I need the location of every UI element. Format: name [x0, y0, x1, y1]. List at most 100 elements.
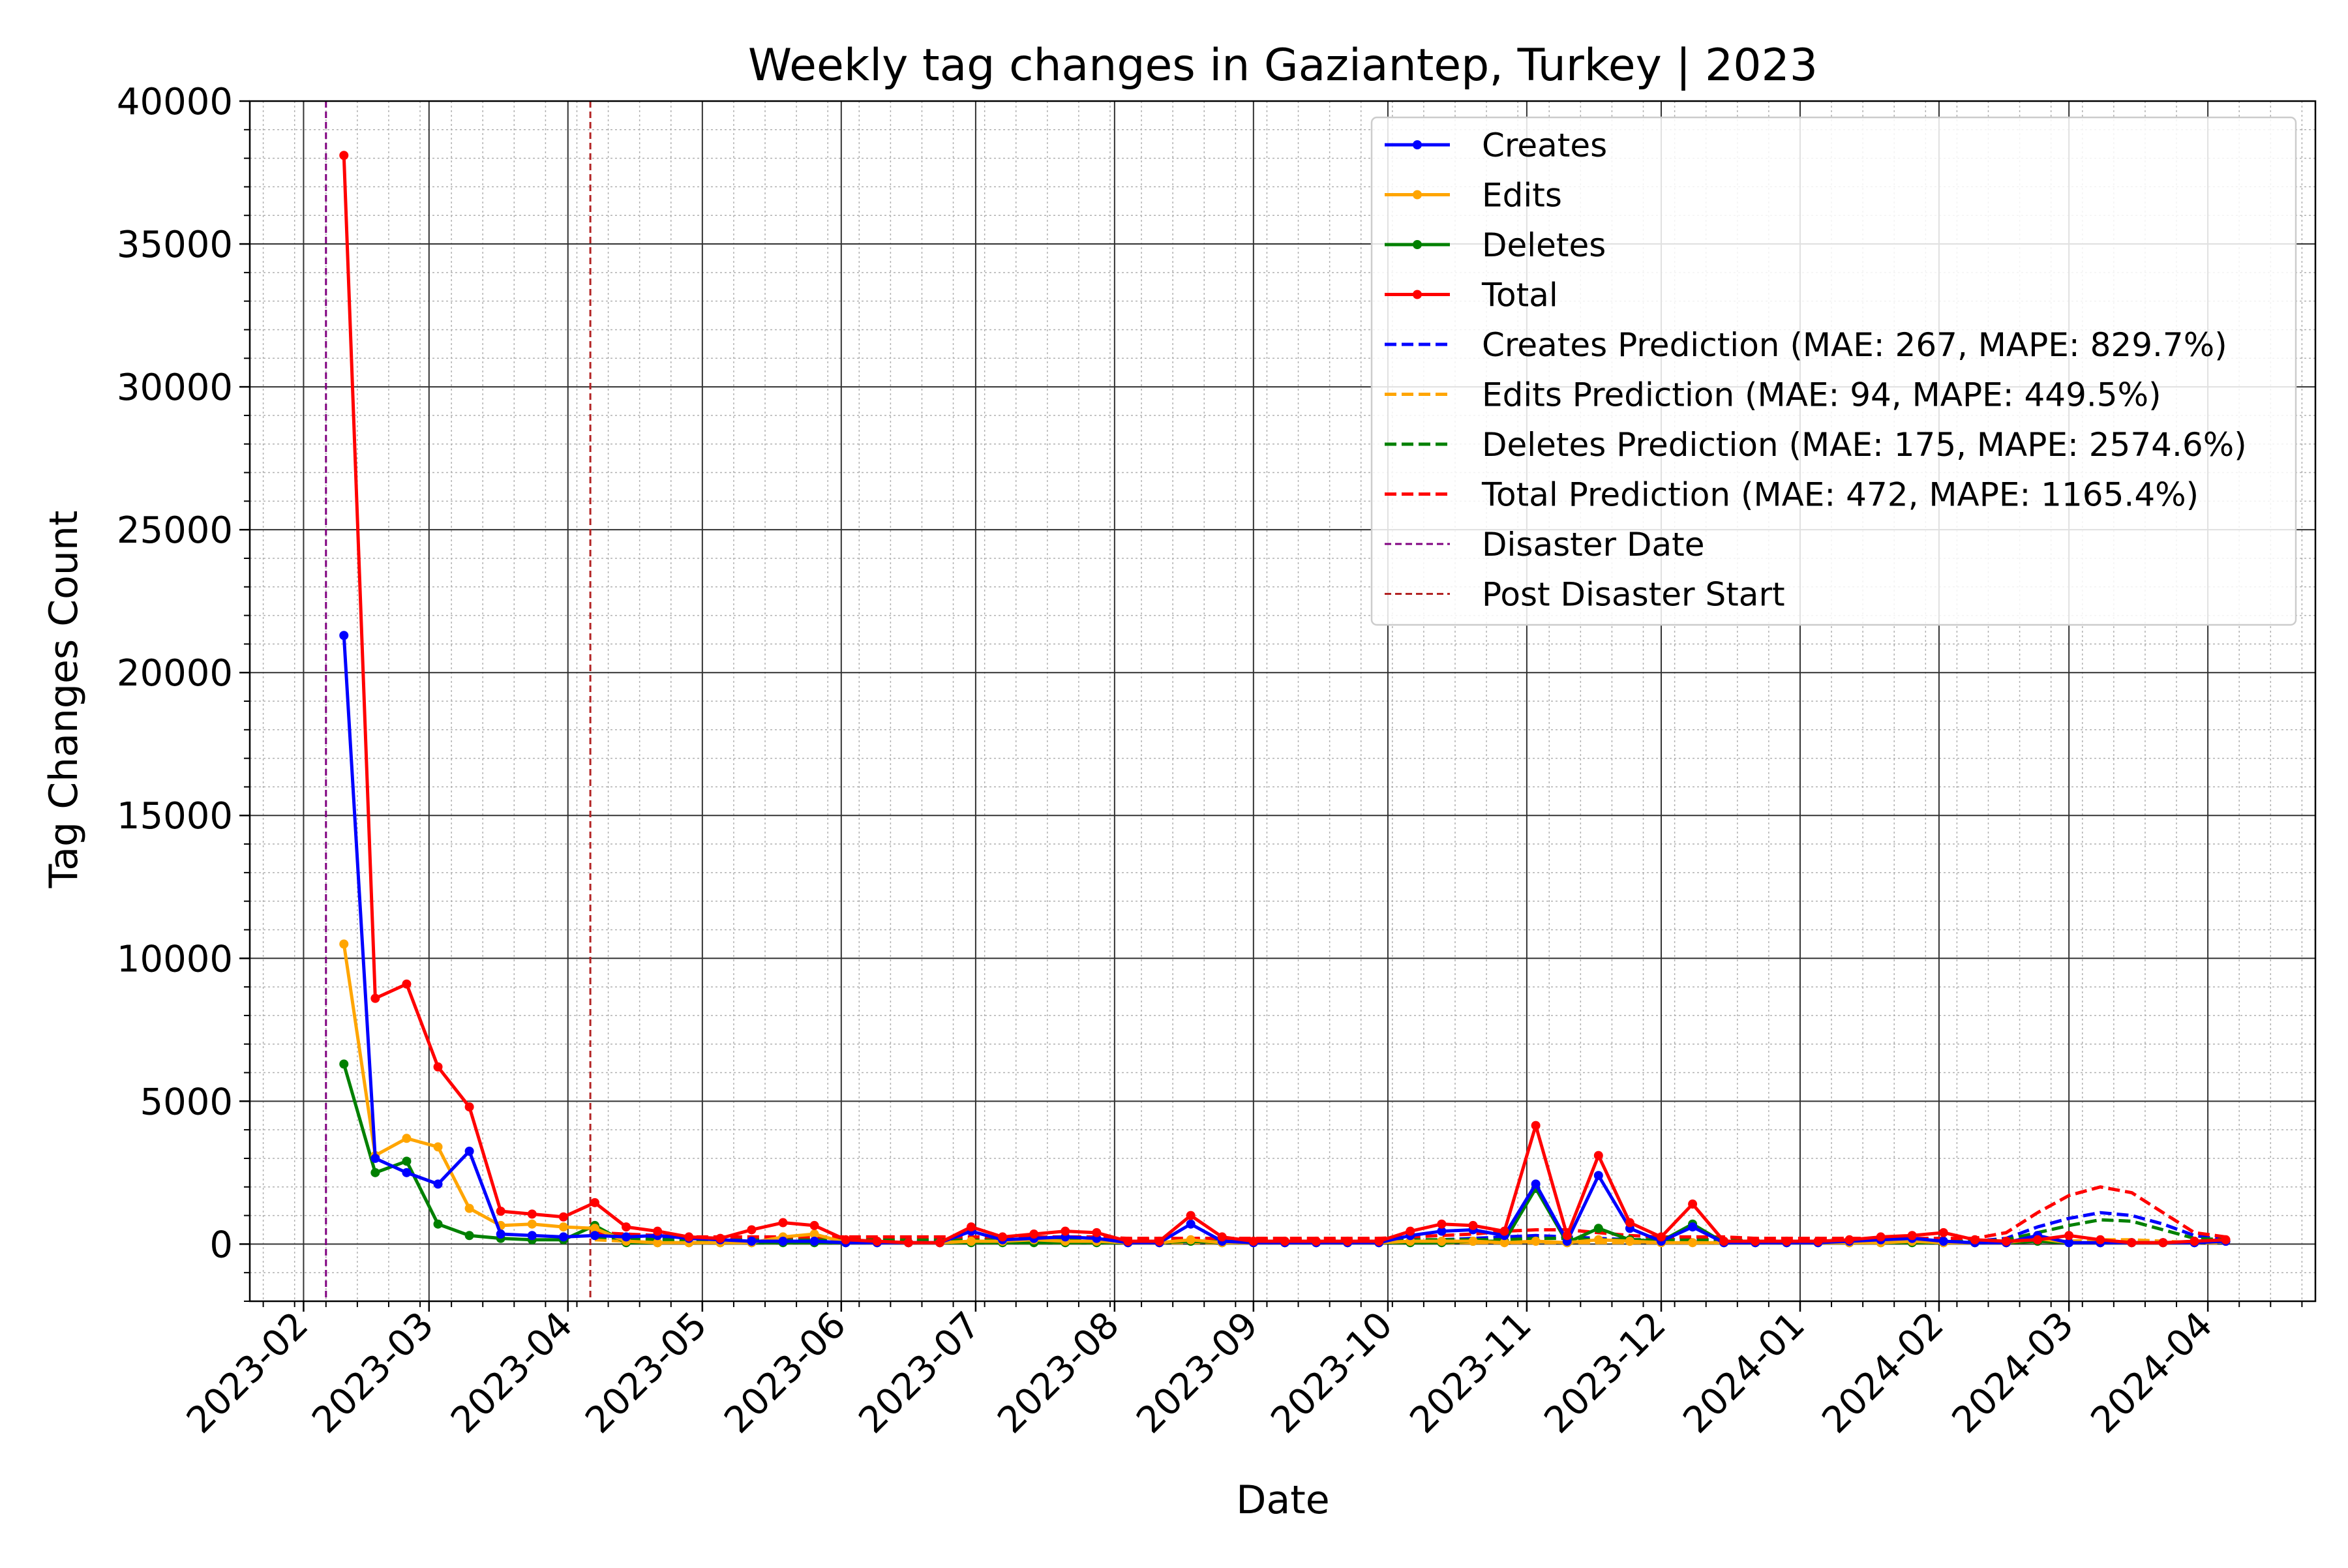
total-point [841, 1235, 850, 1244]
x-tick-label: 2023-10 [1263, 1304, 1400, 1441]
total-point [1625, 1218, 1634, 1228]
legend-marker [1413, 290, 1422, 299]
total-point [715, 1233, 725, 1243]
total-point [1029, 1229, 1039, 1239]
legend-entry: Total [1385, 277, 1558, 314]
deletes-point [339, 1059, 349, 1069]
creates-point [370, 1153, 380, 1163]
total-point [903, 1238, 913, 1248]
total-point [2221, 1235, 2231, 1244]
deletes-point [370, 1168, 380, 1177]
total-point [1938, 1228, 1948, 1237]
total-point [1343, 1237, 1353, 1246]
legend: Creates Edits Deletes Total Creates Predicti… [1370, 116, 2297, 626]
legend-entry: Creates Prediction (MAE: 267, MAPE: 829.… [1385, 326, 2227, 364]
edits-point [558, 1222, 568, 1232]
edits-point [1531, 1237, 1541, 1246]
creates-point [402, 1168, 412, 1177]
y-tick-label: 25000 [117, 509, 233, 552]
legend-label: Total [1481, 277, 1558, 314]
legend-label: Post Disaster Start [1482, 576, 1785, 614]
legend-label: Creates [1482, 127, 1607, 164]
creates-point [1186, 1219, 1196, 1229]
total-point [1907, 1231, 1917, 1241]
x-tick-label: 2023-09 [1128, 1304, 1266, 1441]
creates-series [339, 631, 2231, 1248]
deletes-point [402, 1156, 412, 1166]
y-tick-label: 30000 [117, 367, 233, 409]
total-point [339, 151, 349, 160]
y-axis-label: Tag Changes Count [41, 511, 87, 889]
creates-point [1437, 1226, 1447, 1236]
creates-point [2064, 1238, 2074, 1248]
total-point [1217, 1232, 1227, 1242]
total-point [1123, 1237, 1133, 1246]
x-tick-label: 2023-05 [577, 1304, 715, 1441]
creates-point [622, 1232, 631, 1242]
total-point [1406, 1226, 1415, 1236]
reference-lines [325, 101, 592, 1301]
legend-entry: Total Prediction (MAE: 472, MAPE: 1165.4… [1385, 476, 2199, 514]
legend-label: Total Prediction (MAE: 472, MAPE: 1165.4… [1481, 476, 2199, 514]
legend-entry: Edits [1385, 177, 1562, 215]
total-point [1562, 1231, 1572, 1241]
total-point [558, 1212, 568, 1222]
total-point [2127, 1238, 2137, 1248]
creates-point [747, 1237, 757, 1246]
legend-marker [1413, 240, 1422, 249]
y-tick-label: 0 [209, 1224, 233, 1266]
total-point [2064, 1231, 2074, 1241]
edits-point [590, 1224, 599, 1233]
legend-label: Deletes [1482, 226, 1606, 264]
deletes-point [433, 1219, 443, 1229]
total-point [370, 993, 380, 1003]
edits-line [342, 944, 2226, 1244]
chart-title: Weekly tag changes in Gaziantep, Turkey … [748, 40, 1818, 91]
total-point [747, 1225, 757, 1235]
edits-point [1186, 1235, 1196, 1244]
edits-point [433, 1142, 443, 1152]
total-point [872, 1237, 882, 1246]
deletes-series [339, 1059, 2231, 1248]
legend-box [1370, 116, 2297, 626]
creates-point [590, 1231, 599, 1241]
edits-point [339, 939, 349, 949]
edits-point [402, 1134, 412, 1143]
total-point [1844, 1235, 1854, 1244]
creates-point [496, 1229, 505, 1239]
total-point [809, 1220, 819, 1230]
total-point [496, 1207, 505, 1216]
creates-point [527, 1231, 537, 1241]
total-point [1437, 1219, 1447, 1229]
total-point [1531, 1121, 1541, 1130]
deletes-point [464, 1231, 474, 1241]
y-tick-label: 40000 [117, 81, 233, 123]
creates-point [464, 1147, 474, 1156]
legend-entry: Disaster Date [1385, 526, 1704, 564]
y-tick-label: 10000 [117, 938, 233, 980]
total-point [2096, 1235, 2105, 1244]
total-point [1154, 1237, 1164, 1246]
total-point [1092, 1228, 1102, 1237]
x-axis-label: Date [1236, 1477, 1329, 1523]
legend-marker [1413, 190, 1422, 200]
legend-entry: Post Disaster Start [1385, 576, 1785, 614]
creates-point [558, 1232, 568, 1242]
edits-point [809, 1229, 819, 1239]
total-point [1876, 1232, 1886, 1242]
edits-point [1625, 1237, 1634, 1246]
total-point [1280, 1237, 1289, 1246]
edits-point [1468, 1237, 1478, 1246]
x-tick-label: 2023-07 [850, 1304, 988, 1441]
total-point [527, 1209, 537, 1219]
y-tick-label: 5000 [140, 1081, 233, 1123]
creates-point [1593, 1171, 1603, 1181]
legend-label: Disaster Date [1482, 526, 1704, 564]
total-point [1248, 1237, 1258, 1246]
edits-point [527, 1219, 537, 1229]
total-point [1499, 1226, 1509, 1236]
total-point [2190, 1237, 2199, 1246]
edits-point [967, 1237, 976, 1246]
